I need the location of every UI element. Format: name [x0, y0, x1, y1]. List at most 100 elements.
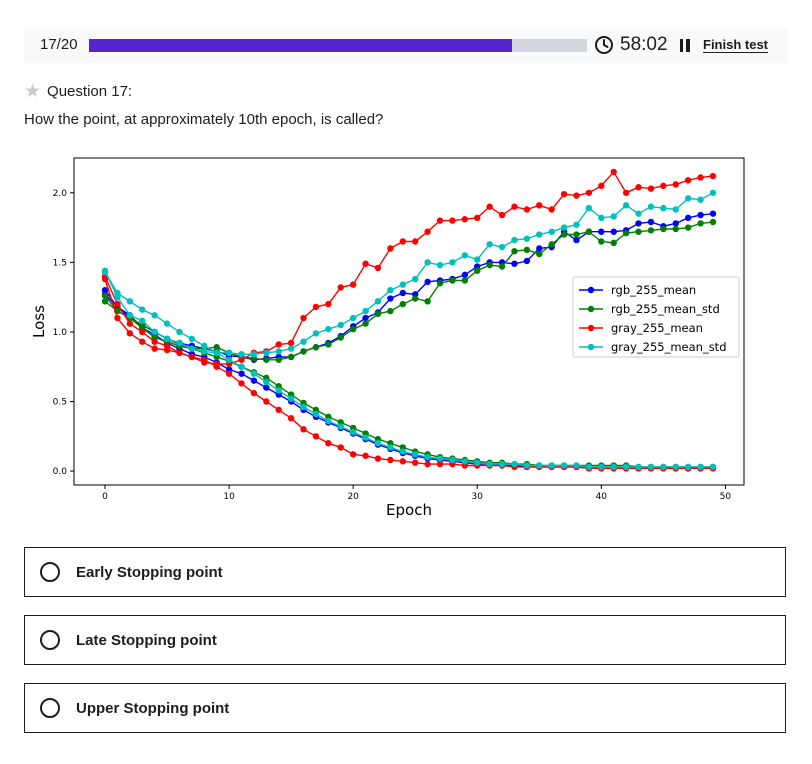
data-point-rgb-255-mean-std: [287, 353, 295, 361]
data-point-gray-255-mean-std: [176, 339, 183, 347]
data-point-rgb-255-mean-std: [585, 228, 593, 235]
x-tick-label: 50: [720, 492, 732, 502]
data-point-gray-255-mean: [436, 217, 444, 224]
progress-bar-fill: [89, 39, 513, 52]
data-point-gray-255-mean-std: [362, 307, 369, 315]
data-point-rgb-255-mean: [647, 218, 655, 226]
data-point-gray-255-mean-std: [139, 306, 146, 313]
data-point-gray-255-mean: [312, 303, 320, 311]
data-point-gray-255-mean: [374, 264, 382, 272]
data-point-rgb-255-mean-std: [436, 280, 444, 287]
data-point-rgb-255-mean-std: [337, 334, 344, 341]
legend-swatch-marker: [587, 286, 595, 294]
y-tick-label: 2.0: [53, 189, 68, 199]
data-point-rgb-255-mean-std: [412, 295, 419, 302]
data-point-gray-255-mean-std: [275, 387, 282, 394]
radio-button[interactable]: [40, 698, 60, 718]
data-point-gray-255-mean-std: [176, 328, 183, 336]
x-axis-label: Epoch: [386, 501, 432, 519]
data-point-gray-255-mean: [412, 459, 419, 466]
data-point-gray-255-mean: [337, 444, 344, 451]
data-point-gray-255-mean: [287, 339, 295, 347]
data-point-rgb-255-mean-std: [300, 348, 307, 355]
data-point-gray-255-mean: [672, 181, 679, 188]
data-point-gray-255-mean-std: [387, 444, 394, 451]
star-icon[interactable]: ★: [24, 80, 42, 102]
data-point-gray-255-mean: [275, 341, 282, 348]
data-point-gray-255-mean-std: [126, 312, 134, 319]
legend-label: gray_255_mean: [611, 321, 703, 335]
data-point-gray-255-mean: [337, 284, 344, 291]
data-point-gray-255-mean: [151, 345, 158, 352]
data-point-gray-255-mean-std: [622, 202, 630, 209]
data-point-gray-255-mean: [387, 245, 394, 252]
x-tick-label: 20: [347, 492, 359, 502]
data-point-rgb-255-mean-std: [101, 298, 109, 305]
progress-bar: [89, 39, 587, 52]
data-point-gray-255-mean: [424, 228, 431, 235]
data-point-gray-255-mean: [585, 189, 593, 196]
data-point-gray-255-mean-std: [709, 189, 717, 196]
data-point-gray-255-mean-std: [598, 214, 605, 222]
legend-label: rgb_255_mean_std: [611, 302, 720, 316]
data-point-gray-255-mean: [163, 342, 171, 350]
data-point-gray-255-mean: [684, 177, 692, 184]
data-point-rgb-255-mean-std: [697, 220, 704, 227]
data-point-gray-255-mean-std: [523, 235, 531, 242]
data-point-gray-255-mean-std: [610, 213, 617, 220]
radio-button[interactable]: [40, 562, 60, 582]
data-point-gray-255-mean: [201, 359, 208, 366]
data-point-gray-255-mean-std: [349, 314, 357, 322]
data-point-rgb-255-mean: [684, 214, 692, 222]
data-point-gray-255-mean-std: [238, 351, 245, 358]
data-point-gray-255-mean: [139, 328, 146, 336]
data-point-gray-255-mean-std: [486, 460, 493, 468]
question-counter: 17/20: [40, 36, 78, 53]
data-point-gray-255-mean: [622, 189, 630, 196]
data-point-gray-255-mean-std: [325, 325, 332, 333]
data-point-rgb-255-mean-std: [312, 344, 320, 351]
data-point-gray-255-mean: [412, 238, 419, 245]
data-point-gray-255-mean: [225, 370, 233, 377]
data-point-rgb-255-mean: [461, 271, 469, 279]
legend-box: [572, 276, 740, 358]
data-point-gray-255-mean-std: [201, 348, 208, 355]
data-point-gray-255-mean-std: [684, 463, 692, 471]
pause-icon[interactable]: [679, 38, 690, 52]
timer-value: 58:02: [620, 34, 668, 55]
data-point-rgb-255-mean: [250, 377, 258, 384]
legend-label: gray_255_mean_std: [611, 340, 727, 354]
radio-button[interactable]: [40, 630, 60, 650]
data-point-gray-255-mean-std: [560, 224, 568, 231]
data-point-gray-255-mean-std: [263, 378, 270, 386]
data-point-gray-255-mean: [598, 182, 605, 190]
data-point-gray-255-mean: [349, 451, 357, 458]
x-tick-label: 0: [102, 492, 108, 502]
data-point-gray-255-mean: [300, 314, 307, 322]
data-point-rgb-255-mean: [672, 220, 679, 227]
finish-test-button[interactable]: Finish test: [703, 37, 769, 52]
data-point-gray-255-mean-std: [598, 463, 605, 471]
data-point-gray-255-mean-std: [647, 463, 655, 471]
data-point-rgb-255-mean-std: [622, 229, 630, 237]
data-point-gray-255-mean-std: [536, 231, 543, 238]
y-axis-label: Loss: [30, 305, 48, 338]
data-point-gray-255-mean-std: [461, 458, 469, 465]
data-point-rgb-255-mean-std: [709, 218, 717, 226]
option-upper-stopping[interactable]: Upper Stopping point: [24, 683, 786, 733]
option-late-stopping[interactable]: Late Stopping point: [24, 615, 786, 665]
data-point-gray-255-mean-std: [461, 252, 469, 259]
x-tick-label: 10: [223, 492, 235, 502]
data-point-gray-255-mean-std: [312, 330, 320, 337]
data-point-gray-255-mean-std: [635, 463, 642, 471]
data-point-gray-255-mean-std: [474, 459, 481, 466]
data-point-gray-255-mean-std: [287, 345, 295, 352]
data-point-gray-255-mean-std: [362, 434, 369, 441]
data-point-gray-255-mean: [436, 460, 444, 468]
data-point-gray-255-mean-std: [474, 256, 481, 263]
x-tick-label: 30: [472, 492, 484, 502]
data-point-gray-255-mean-std: [523, 462, 531, 469]
data-point-rgb-255-mean-std: [461, 277, 469, 284]
data-point-rgb-255-mean: [697, 211, 704, 219]
option-early-stopping[interactable]: Early Stopping point: [24, 547, 786, 597]
